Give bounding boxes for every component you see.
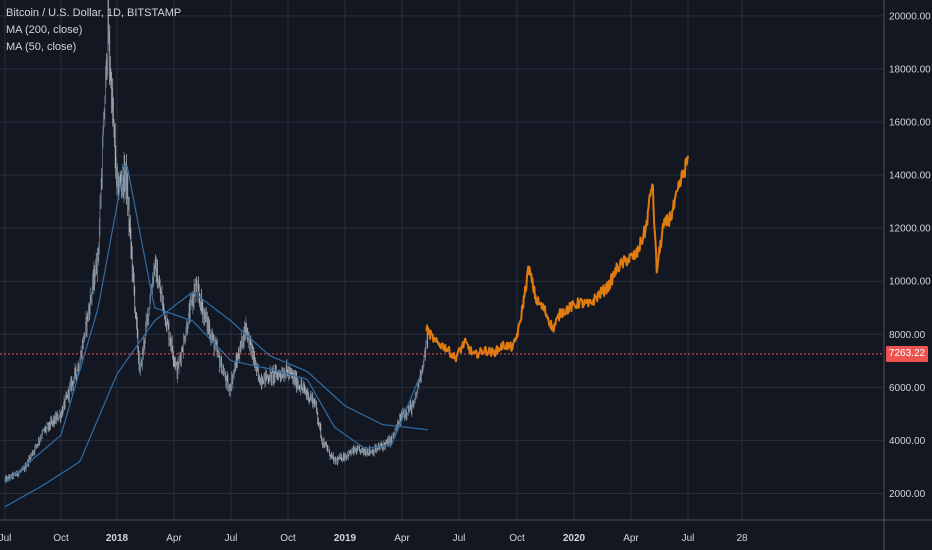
legend-ma200[interactable]: MA (200, close) — [6, 24, 83, 36]
y-tick-label: 16000.00 — [889, 118, 931, 129]
x-tick-label: Oct — [53, 533, 69, 544]
y-tick-label: 6000.00 — [889, 383, 926, 394]
x-tick-label: 2020 — [563, 533, 586, 544]
current-price-badge: 7263.22 — [886, 345, 928, 362]
x-tick-label: Jul — [225, 533, 238, 544]
x-tick-label: 2018 — [106, 533, 129, 544]
x-tick-label: Apr — [166, 533, 182, 544]
x-tick-label: 2019 — [334, 533, 357, 544]
legend-ma50[interactable]: MA (50, close) — [6, 41, 77, 53]
y-tick-label: 4000.00 — [889, 436, 926, 447]
price-candles — [4, 0, 429, 483]
x-tick-label: Jul — [453, 533, 466, 544]
y-tick-label: 2000.00 — [889, 489, 926, 500]
ma200-line — [4, 291, 428, 508]
y-tick-label: 8000.00 — [889, 330, 926, 341]
projection-line — [425, 155, 689, 363]
chart-legend: Bitcoin / U.S. Dollar, 1D, BITSTAMP MA (… — [6, 5, 181, 56]
x-tick-label: 28 — [736, 533, 748, 544]
legend-symbol[interactable]: Bitcoin / U.S. Dollar, 1D, BITSTAMP — [6, 7, 182, 19]
x-tick-label: Jul — [0, 533, 11, 544]
ma50-line — [4, 165, 421, 484]
y-tick-label: 14000.00 — [889, 171, 931, 182]
y-tick-label: 10000.00 — [889, 277, 931, 288]
y-tick-label: 20000.00 — [889, 11, 931, 22]
x-tick-label: Oct — [280, 533, 296, 544]
grid-lines — [0, 0, 884, 520]
chart-lines — [4, 155, 689, 508]
y-tick-label: 12000.00 — [889, 224, 931, 235]
x-tick-label: Apr — [623, 533, 639, 544]
x-tick-label: Jul — [682, 533, 695, 544]
x-tick-label: Apr — [394, 533, 410, 544]
y-tick-label: 18000.00 — [889, 64, 931, 75]
x-tick-label: Oct — [509, 533, 525, 544]
